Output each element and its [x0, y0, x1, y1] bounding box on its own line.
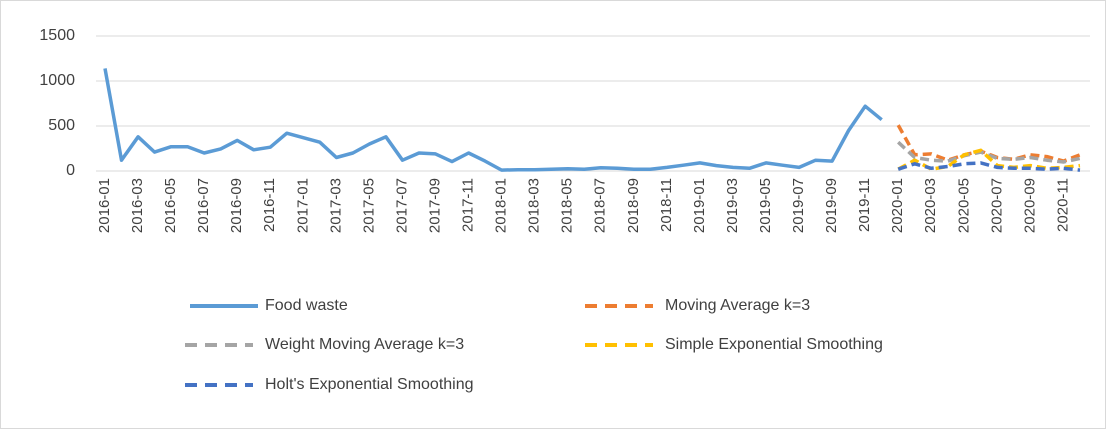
x-tick-label: 2018-03 [526, 178, 543, 233]
legend-label: Simple Exponential Smoothing [665, 336, 883, 353]
x-tick-label: 2019-03 [724, 178, 741, 233]
x-tick-label: 2016-03 [129, 178, 146, 233]
x-tick-label: 2017-05 [360, 178, 377, 233]
x-tick-label: 2017-01 [294, 178, 311, 233]
x-tick-label: 2016-09 [228, 178, 245, 233]
x-tick-label: 2020-05 [955, 178, 972, 233]
x-tick-label: 2020-03 [922, 178, 939, 233]
x-tick-label: 2018-11 [658, 178, 675, 232]
x-tick-label: 2019-07 [790, 178, 807, 233]
x-tick-label: 2020-01 [889, 178, 906, 233]
x-tick-label: 2017-09 [426, 178, 443, 233]
legend-label: Weight Moving Average k=3 [265, 336, 464, 353]
series-line [896, 124, 1081, 163]
series-line [103, 68, 883, 172]
y-tick-label: 1500 [39, 27, 75, 44]
x-tick-label: 2019-05 [757, 178, 774, 233]
x-tick-label: 2016-11 [261, 178, 278, 232]
x-tick-label: 2017-11 [460, 178, 477, 232]
x-tick-label: 2016-01 [96, 178, 113, 233]
x-tick-label: 2018-09 [625, 178, 642, 233]
legend-label: Holt's Exponential Smoothing [265, 376, 474, 393]
x-tick-label: 2018-07 [592, 178, 609, 233]
x-tick-label: 2016-07 [195, 178, 212, 233]
x-tick-label: 2016-05 [162, 178, 179, 233]
y-tick-label: 0 [66, 162, 75, 179]
y-tick-label: 1000 [39, 72, 75, 89]
series-line [897, 140, 1081, 164]
x-tick-label: 2020-09 [1021, 178, 1038, 233]
y-tick-label: 500 [48, 117, 75, 134]
x-tick-label: 2017-03 [327, 178, 344, 233]
x-tick-label: 2019-09 [823, 178, 840, 233]
x-tick-label: 2019-11 [856, 178, 873, 232]
x-tick-label: 2020-11 [1054, 178, 1071, 232]
legend-label: Moving Average k=3 [665, 297, 810, 314]
legend-label: Food waste [265, 297, 348, 314]
x-tick-label: 2019-01 [691, 178, 708, 233]
x-tick-label: 2020-07 [988, 178, 1005, 233]
series-line [897, 161, 1081, 172]
x-tick-label: 2018-05 [559, 178, 576, 233]
x-tick-label: 2018-01 [493, 178, 510, 233]
x-tick-label: 2017-07 [393, 178, 410, 233]
